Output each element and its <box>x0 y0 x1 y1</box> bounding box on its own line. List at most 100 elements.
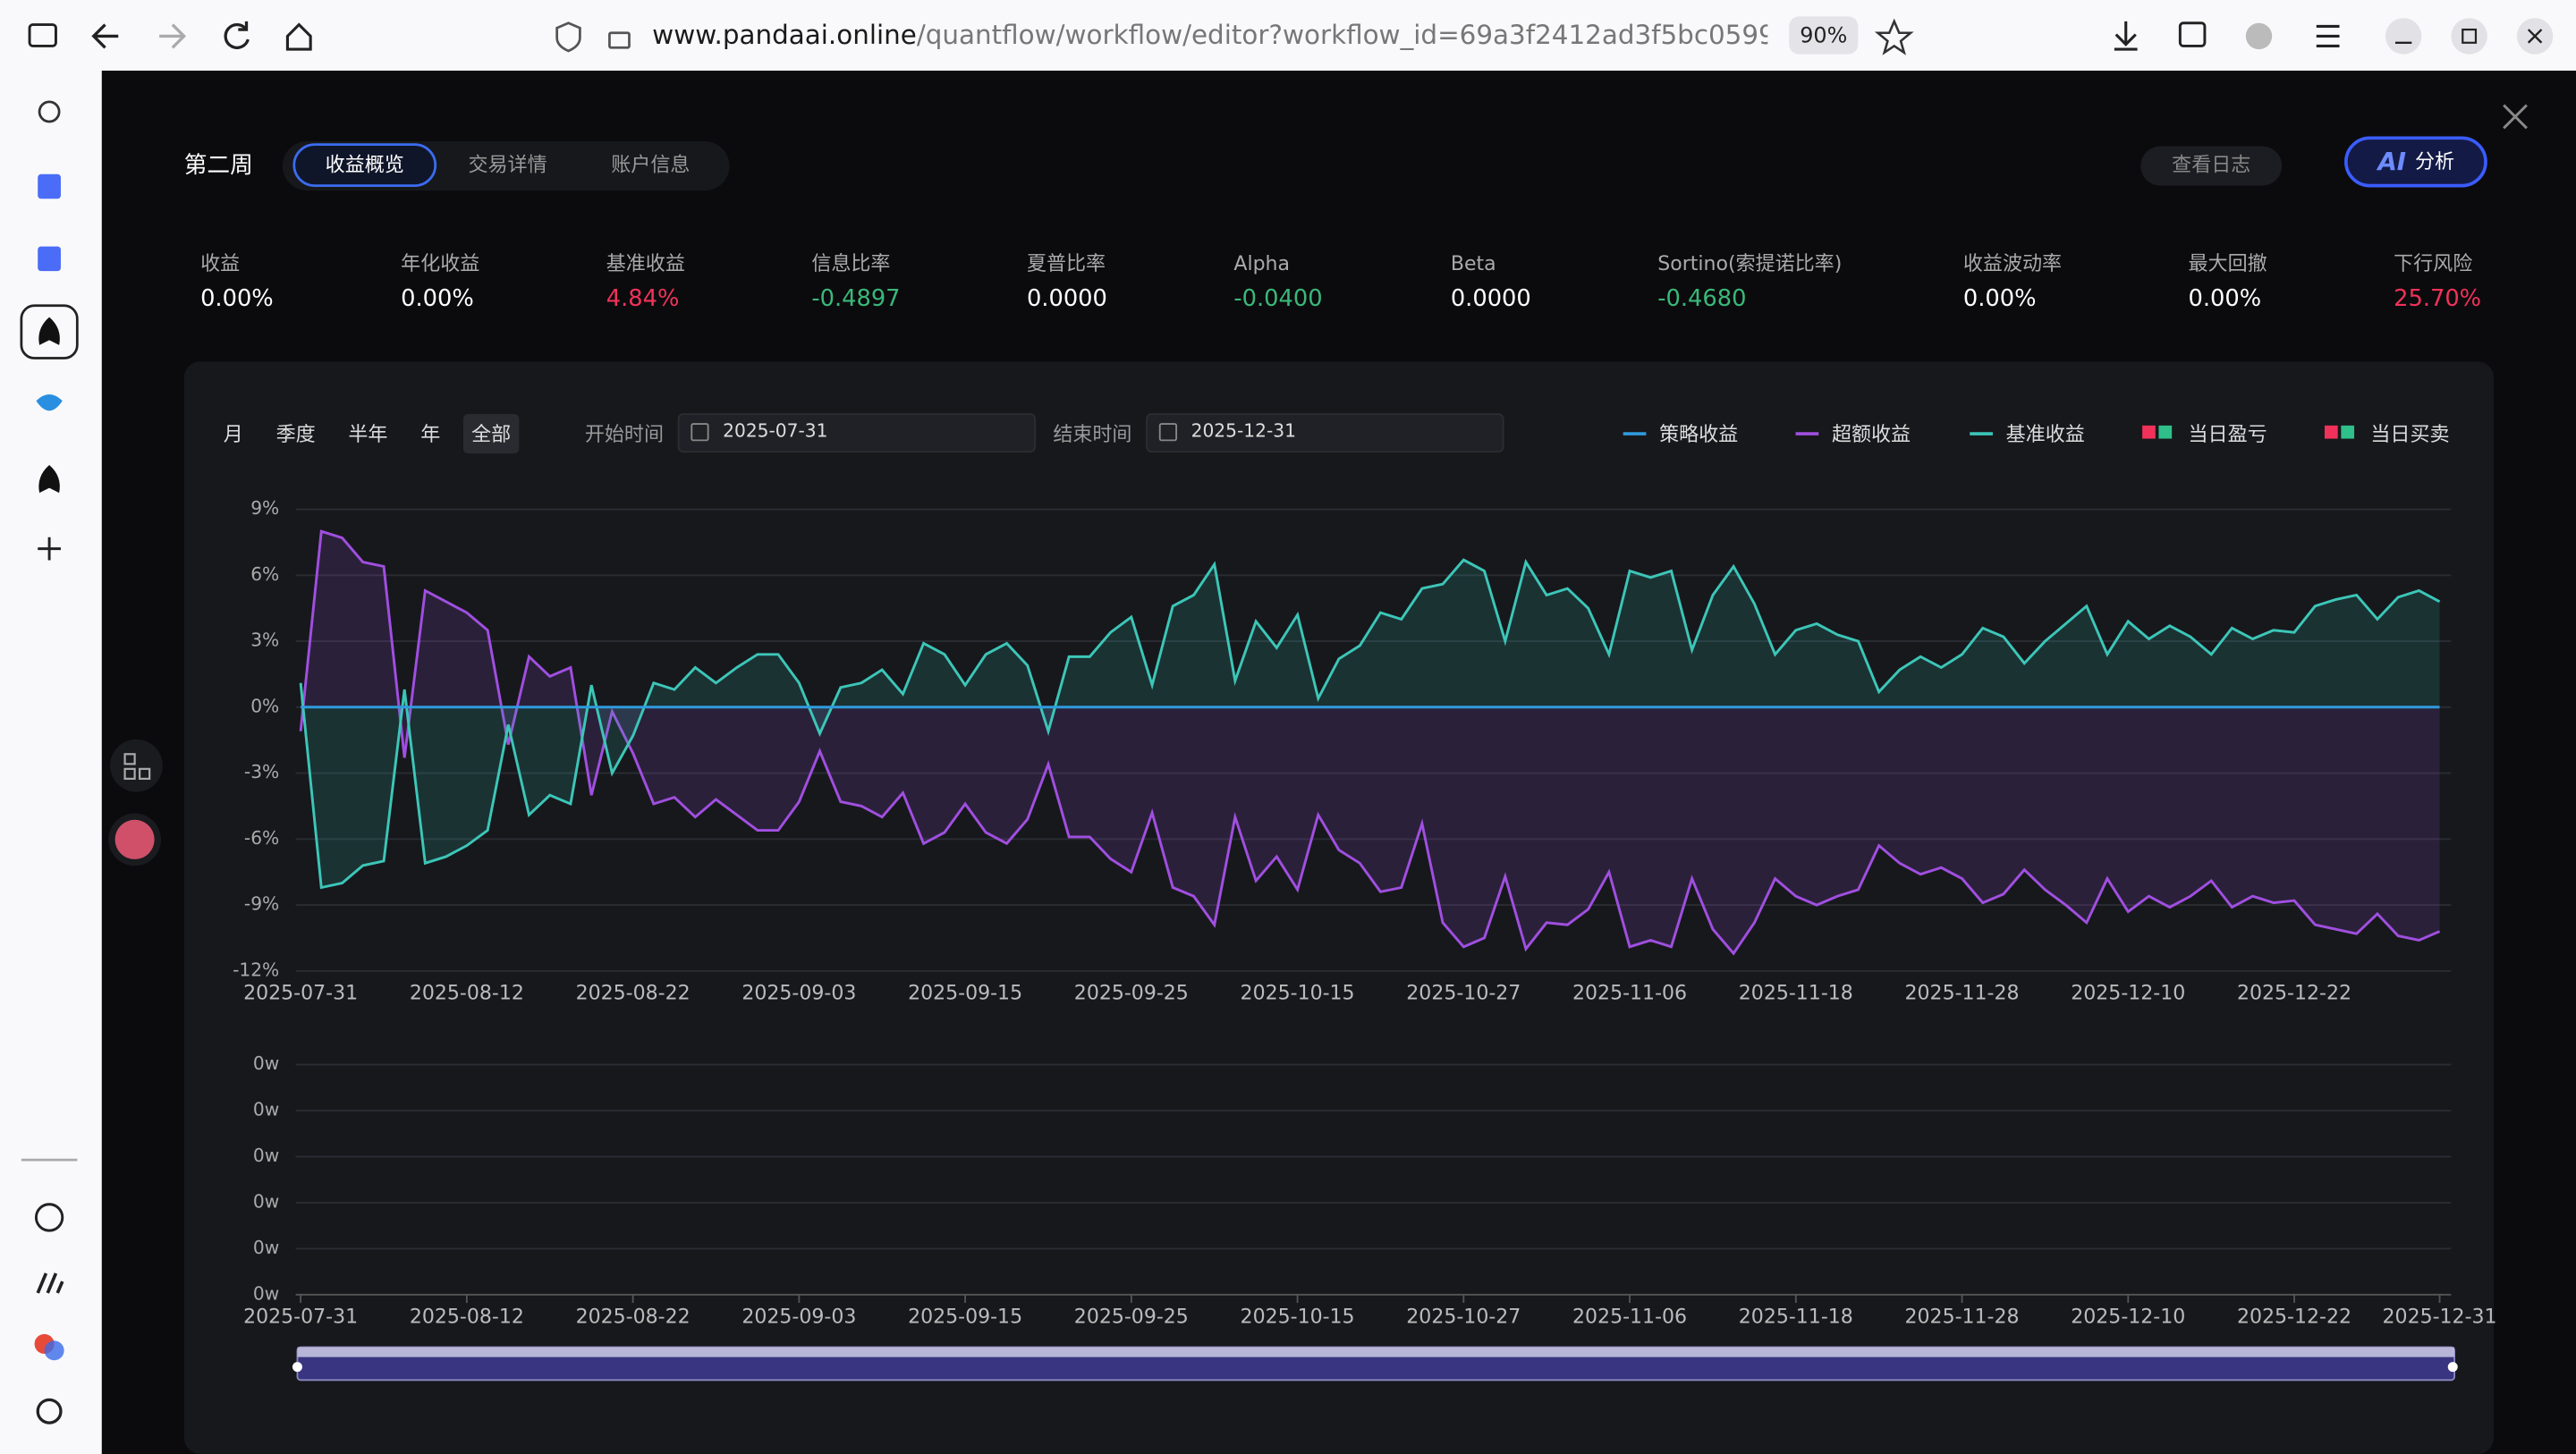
ai-button[interactable] <box>2344 136 2487 188</box>
legend-label[interactable]: 当日盈亏 <box>2189 424 2267 446</box>
range-button[interactable]: 全部 <box>471 424 511 446</box>
tab-active[interactable] <box>292 143 437 187</box>
y-tick-label: -3% <box>244 761 279 782</box>
zoom-badge[interactable] <box>1789 16 1859 55</box>
metric-label: 下行风险 <box>2394 253 2472 275</box>
zoom-slider-top <box>297 1347 2455 1357</box>
metric-value: 0.0000 <box>1027 285 1107 312</box>
calendar-icon <box>1158 423 1178 442</box>
end-date[interactable]: 2025-12-31 <box>1191 420 1296 442</box>
y-tick-label: 0w <box>253 1237 279 1258</box>
calendar-icon <box>691 423 709 442</box>
metric-value: 25.70% <box>2394 285 2481 312</box>
y-tick-label: 9% <box>250 497 279 519</box>
y-tick-label: 6% <box>250 563 279 585</box>
float-tool[interactable] <box>110 739 163 792</box>
metric-value: -0.4897 <box>811 285 900 312</box>
end-input[interactable] <box>1146 413 1504 453</box>
x-tick-label: 2025-12-10 <box>2071 1306 2185 1329</box>
sidebar-panda[interactable] <box>38 464 60 494</box>
x-tick-label: 2025-12-31 <box>2383 1306 2497 1329</box>
x-tick-label: 2025-07-31 <box>243 1306 358 1329</box>
lock-icon <box>608 31 631 49</box>
tabs-button[interactable] <box>2178 21 2207 47</box>
x-tick-label: 2025-08-12 <box>410 983 524 1005</box>
extension[interactable] <box>2245 22 2273 50</box>
series-line <box>299 529 2441 956</box>
x-tick-label: 2025-10-15 <box>1241 1306 1355 1329</box>
x-tick-label: 2025-11-18 <box>1739 983 1853 1005</box>
metric-value: -0.0400 <box>1233 285 1322 312</box>
x-tick-label: 2025-08-22 <box>576 1306 691 1329</box>
legend-label[interactable]: 基准收益 <box>2006 424 2085 446</box>
start-label: 开始时间 <box>585 424 664 446</box>
x-tick-label: 2025-11-18 <box>1739 1306 1853 1329</box>
forward-button[interactable] <box>159 23 187 49</box>
tab[interactable]: 账户信息 <box>611 155 690 177</box>
url-path[interactable]: /quantflow/workflow/editor?workflow_id=6… <box>917 20 1825 50</box>
start-date[interactable]: 2025-07-31 <box>723 420 827 442</box>
sidebar-active[interactable] <box>20 304 79 359</box>
range-button[interactable]: 月 <box>224 424 243 446</box>
menu[interactable] <box>2316 24 2340 48</box>
x-tick-label: 2025-11-06 <box>1572 1306 1687 1329</box>
ai-label[interactable]: 分析 <box>2415 151 2454 173</box>
tab[interactable]: 收益概览 <box>326 155 404 177</box>
x-tick-label: 2025-12-22 <box>2237 1306 2351 1329</box>
home-button[interactable] <box>285 22 312 51</box>
zoom-level[interactable]: 90% <box>1800 22 1847 47</box>
sidebar-panda[interactable] <box>38 317 60 345</box>
bookmark-star[interactable] <box>1874 18 1914 55</box>
sidebar-ai[interactable] <box>38 100 61 123</box>
legend-label[interactable]: 策略收益 <box>1659 424 1738 446</box>
reload-button[interactable] <box>224 21 250 49</box>
sidebar-chatgpt[interactable] <box>34 1203 64 1232</box>
maximize[interactable] <box>2451 18 2487 55</box>
metric-label: Beta <box>1451 253 1496 275</box>
x-tick-label: 2025-09-25 <box>1074 983 1189 1005</box>
start-input[interactable] <box>677 413 1037 453</box>
y-tick-label: 0w <box>253 1282 279 1304</box>
legend-label[interactable]: 超额收益 <box>1832 424 1911 446</box>
log-label[interactable]: 查看日志 <box>2172 155 2250 177</box>
metric-label: Sortino(索提诺比率) <box>1657 253 1842 275</box>
back-button[interactable] <box>91 23 119 49</box>
downloads[interactable] <box>2114 21 2138 51</box>
area <box>301 531 2440 954</box>
sidebar-app[interactable] <box>36 393 63 411</box>
log-button[interactable] <box>2140 146 2283 186</box>
sidebar-doc[interactable] <box>38 246 61 272</box>
x-tick-label: 2025-11-28 <box>1905 983 2020 1005</box>
legend-swatch <box>2341 425 2355 439</box>
sidebar-toggle[interactable] <box>28 23 57 47</box>
sidebar-app[interactable] <box>36 1272 64 1294</box>
slider-handle[interactable] <box>2447 1362 2458 1373</box>
sidebar-doc[interactable] <box>38 173 61 199</box>
y-tick-label: -6% <box>244 827 279 849</box>
range-button[interactable]: 年 <box>420 424 440 446</box>
legend-swatch <box>2158 425 2173 439</box>
tab[interactable]: 交易详情 <box>468 155 547 177</box>
metric-value: 0.00% <box>2189 285 2262 312</box>
x-tick-label: 2025-11-28 <box>1905 1306 2020 1329</box>
period-title: 第二周 <box>184 152 253 179</box>
end-label: 结束时间 <box>1053 424 1131 446</box>
metric-label: 夏普比率 <box>1027 253 1106 275</box>
url-host[interactable]: www.pandaai.online <box>652 20 917 50</box>
x-tick-label: 2025-09-03 <box>741 983 856 1005</box>
controls: 月 季度 半年 年 全部 开始时间 2025-07-31 结束时间 2025-12-31 <box>224 413 1504 454</box>
minimize[interactable] <box>2385 18 2422 55</box>
legend-label[interactable]: 当日买卖 <box>2370 424 2449 446</box>
slider-handle[interactable] <box>292 1362 302 1373</box>
sidebar-settings[interactable] <box>36 1398 63 1424</box>
close-dialog[interactable] <box>2503 104 2528 130</box>
browser-sidebar <box>0 71 102 1454</box>
legend-swatch <box>2142 425 2156 439</box>
metric-label: 年化收益 <box>401 253 479 275</box>
metric-value: 0.00% <box>1963 285 2037 312</box>
range-button[interactable]: 季度 <box>276 424 316 446</box>
ai-mark[interactable]: AI <box>2376 148 2406 176</box>
range-button[interactable]: 半年 <box>348 424 387 446</box>
sidebar-add[interactable] <box>38 537 61 561</box>
y-tick-label: -9% <box>244 893 279 915</box>
